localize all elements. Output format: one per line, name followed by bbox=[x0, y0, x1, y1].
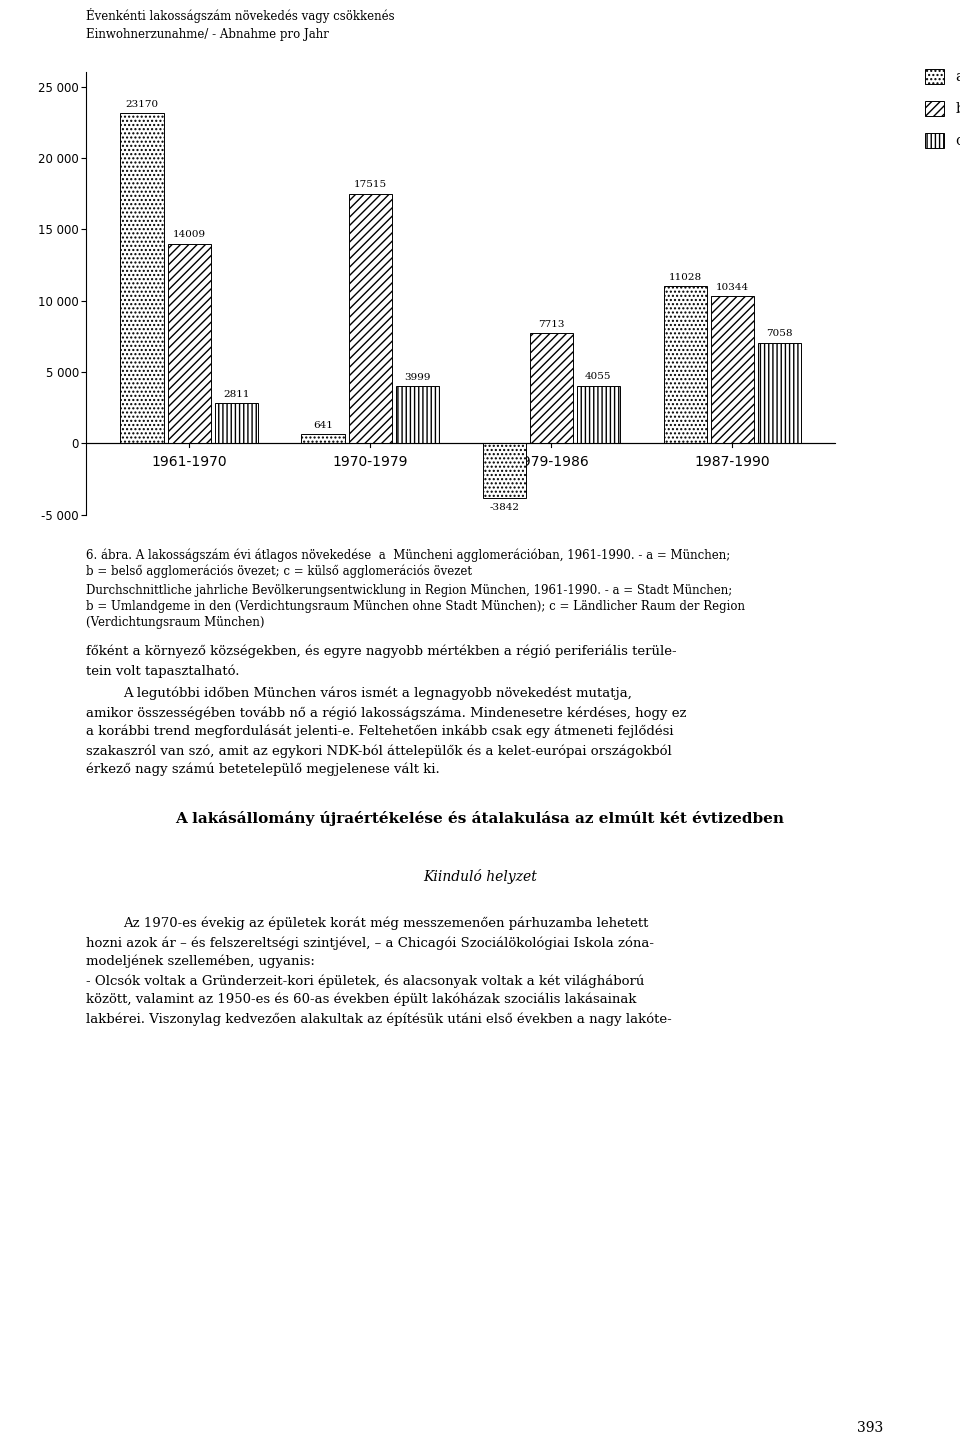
Text: -3842: -3842 bbox=[490, 503, 519, 512]
Text: szakaszról van szó, amit az egykori NDK-ból áttelepülők és a kelet-európai orszá: szakaszról van szó, amit az egykori NDK-… bbox=[86, 744, 672, 757]
Bar bbox=[483, 444, 526, 499]
Text: modeljének szellemében, ugyanis:: modeljének szellemében, ugyanis: bbox=[86, 956, 315, 969]
Text: A legutóbbi időben München város ismét a legnagyobb növekedést mutatja,: A legutóbbi időben München város ismét a… bbox=[123, 687, 632, 700]
Text: 6. ábra. A lakosságszám évi átlagos növekedése  a  Müncheni agglomerációban, 196: 6. ábra. A lakosságszám évi átlagos növe… bbox=[86, 548, 731, 561]
Text: b = Umlandgeme in den (Verdichtungsraum München ohne Stadt München); c = Ländlic: b = Umlandgeme in den (Verdichtungsraum … bbox=[86, 600, 745, 613]
Text: Kiinduló helyzet: Kiinduló helyzet bbox=[423, 869, 537, 884]
Text: a korábbi trend megfordulását jelenti-e. Feltehetően inkább csak egy átmeneti fe: a korábbi trend megfordulását jelenti-e.… bbox=[86, 725, 674, 738]
Bar bbox=[301, 434, 345, 444]
Legend: a, b, c: a, b, c bbox=[920, 64, 960, 154]
Text: érkező nagy számú betetelepülő megjelenese vált ki.: érkező nagy számú betetelepülő megjelene… bbox=[86, 763, 440, 777]
Text: 14009: 14009 bbox=[173, 231, 205, 239]
Text: 2811: 2811 bbox=[223, 390, 250, 399]
Text: 7713: 7713 bbox=[538, 320, 564, 329]
Text: 7058: 7058 bbox=[766, 329, 793, 338]
Text: b = belső agglomerációs övezet; c = külső agglomerációs övezet: b = belső agglomerációs övezet; c = küls… bbox=[86, 564, 472, 577]
Text: 11028: 11028 bbox=[669, 273, 702, 281]
Text: Az 1970-es évekig az épületek korát még messzemenően párhuzamba lehetett: Az 1970-es évekig az épületek korát még … bbox=[123, 916, 648, 931]
Text: 23170: 23170 bbox=[126, 100, 158, 109]
Text: 641: 641 bbox=[313, 420, 333, 431]
Bar bbox=[396, 386, 439, 444]
Text: 3999: 3999 bbox=[404, 373, 431, 383]
Text: főként a környező községekben, és egyre nagyobb mértékben a régió periferiális t: főként a környező községekben, és egyre … bbox=[86, 645, 677, 658]
Text: amikor összességében tovább nő a régió lakosságszáma. Mindenesetre kérdéses, hog: amikor összességében tovább nő a régió l… bbox=[86, 706, 687, 719]
Text: hozni azok ár – és felszereltségi szintjével, – a Chicagói Szociálökológiai Isko: hozni azok ár – és felszereltségi szintj… bbox=[86, 937, 655, 950]
Text: 4055: 4055 bbox=[586, 373, 612, 381]
Bar bbox=[348, 193, 392, 444]
Text: 17515: 17515 bbox=[353, 180, 387, 190]
Text: tein volt tapasztalható.: tein volt tapasztalható. bbox=[86, 664, 240, 677]
Text: (Verdichtungsraum München): (Verdichtungsraum München) bbox=[86, 616, 265, 629]
Text: lakbérei. Viszonylag kedvezően alakultak az építésük utáni első években a nagy l: lakbérei. Viszonylag kedvezően alakultak… bbox=[86, 1012, 672, 1025]
Text: Einwohnerzunahme/ - Abnahme pro Jahr: Einwohnerzunahme/ - Abnahme pro Jahr bbox=[86, 28, 329, 41]
Text: - Olcsók voltak a Gründerzeit-kori épületek, és alacsonyak voltak a két világháb: - Olcsók voltak a Gründerzeit-kori épüle… bbox=[86, 974, 645, 987]
Bar bbox=[663, 286, 707, 444]
Text: 10344: 10344 bbox=[716, 283, 749, 291]
Text: Durchschnittliche jahrliche Bevölkerungsentwicklung in Region München, 1961-1990: Durchschnittliche jahrliche Bevölkerungs… bbox=[86, 584, 732, 597]
Bar bbox=[167, 244, 211, 444]
Bar bbox=[530, 334, 573, 444]
Text: 393: 393 bbox=[857, 1421, 883, 1436]
Bar bbox=[710, 296, 755, 444]
Bar bbox=[577, 386, 620, 444]
Text: Évenkénti lakosságszám növekedés vagy csökkenés: Évenkénti lakosságszám növekedés vagy cs… bbox=[86, 9, 395, 23]
Bar bbox=[757, 342, 802, 444]
Text: között, valamint az 1950-es és 60-as években épült lakóházak szociális lakásaina: között, valamint az 1950-es és 60-as éve… bbox=[86, 993, 636, 1006]
Bar bbox=[215, 403, 258, 444]
Bar bbox=[120, 113, 164, 444]
Text: A lakásállomány újraértékelése és átalakulása az elmúlt két évtizedben: A lakásállomány újraértékelése és átalak… bbox=[176, 811, 784, 826]
